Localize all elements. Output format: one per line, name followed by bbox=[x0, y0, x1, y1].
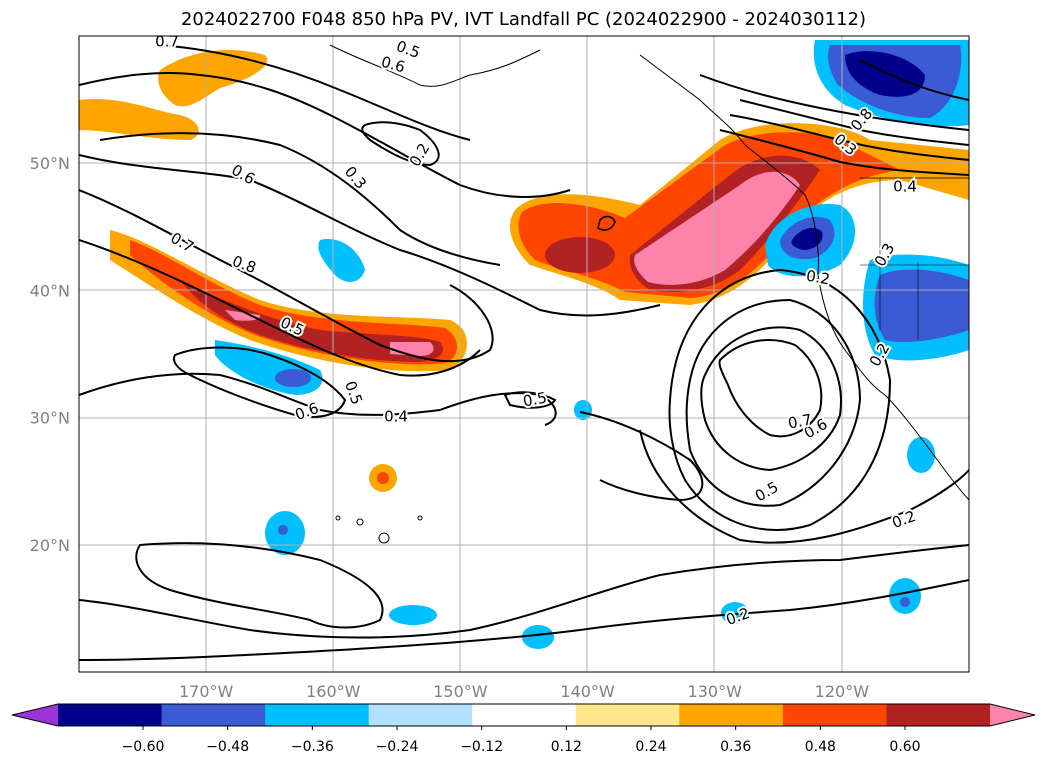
lat-tick-label: 20°N bbox=[30, 536, 70, 555]
lon-tick-label: 160°W bbox=[306, 682, 361, 701]
colorbar-level-label: −0.48 bbox=[206, 739, 249, 755]
negative-region bbox=[791, 227, 823, 250]
colorbar-segment bbox=[575, 704, 680, 726]
lat-tick-label: 30°N bbox=[30, 409, 70, 428]
latitude-tick-labels: 50°N 40°N 30°N 20°N bbox=[30, 154, 70, 555]
colorbar-segment bbox=[886, 704, 991, 726]
plot-frame bbox=[78, 35, 970, 673]
positive-region bbox=[545, 237, 615, 273]
negative-region bbox=[318, 239, 365, 282]
negative-region bbox=[907, 437, 935, 473]
contour-label: 0.4 bbox=[384, 408, 408, 426]
negative-region bbox=[874, 269, 969, 342]
negative-region bbox=[275, 369, 311, 387]
figure-title: 2024022700 F048 850 hPa PV, IVT Landfall… bbox=[180, 9, 867, 30]
negative-region bbox=[389, 605, 437, 625]
positive-region bbox=[79, 98, 199, 140]
colorbar-tick-labels: −0.60 −0.48 −0.36 −0.24 −0.12 0.12 0.24 0.36 0.4… bbox=[122, 726, 921, 755]
colorbar-segment bbox=[265, 704, 370, 726]
longitude-tick-labels: 170°W 160°W 150°W 140°W 130°W 120°W bbox=[179, 682, 869, 701]
pv-contours bbox=[79, 44, 969, 661]
filled-anomaly-layer bbox=[79, 40, 969, 649]
negative-region bbox=[574, 400, 592, 420]
lat-tick-label: 40°N bbox=[30, 281, 70, 300]
colorbar-level-label: 0.12 bbox=[551, 739, 582, 755]
positive-region bbox=[158, 50, 268, 107]
colorbar-outline bbox=[11, 703, 1036, 727]
lon-tick-label: 140°W bbox=[560, 682, 615, 701]
negative-region bbox=[522, 625, 554, 649]
colorbar-level-label: 0.48 bbox=[805, 739, 836, 755]
negative-region bbox=[721, 602, 749, 624]
colorbar-segment bbox=[161, 704, 266, 726]
negative-region bbox=[278, 525, 288, 535]
lon-tick-label: 150°W bbox=[433, 682, 488, 701]
colorbar-segment bbox=[368, 704, 473, 726]
positive-region bbox=[180, 280, 444, 362]
lat-tick-label: 50°N bbox=[30, 154, 70, 173]
colorbar-level-label: 0.60 bbox=[889, 739, 920, 755]
positive-region bbox=[377, 472, 389, 484]
colorbar-segment bbox=[58, 704, 163, 726]
colorbar-level-label: 0.24 bbox=[635, 739, 666, 755]
coastlines bbox=[329, 44, 969, 544]
colorbar-level-label: −0.12 bbox=[460, 739, 503, 755]
colorbar bbox=[11, 703, 1036, 727]
positive-region bbox=[390, 342, 434, 356]
negative-region bbox=[889, 578, 921, 614]
negative-region bbox=[900, 597, 910, 607]
positive-region bbox=[225, 310, 261, 321]
colorbar-level-label: 0.36 bbox=[720, 739, 751, 755]
colorbar-extend-high bbox=[990, 704, 1035, 726]
lon-tick-label: 120°W bbox=[815, 682, 870, 701]
contour-label: 0.4 bbox=[893, 178, 917, 196]
colorbar-extend-low bbox=[12, 704, 58, 726]
positive-region bbox=[634, 171, 800, 285]
colorbar-segment bbox=[472, 704, 577, 726]
contour-label: 0.5 bbox=[522, 389, 549, 411]
lon-tick-label: 170°W bbox=[179, 682, 234, 701]
colorbar-level-label: −0.24 bbox=[376, 739, 419, 755]
colorbar-level-label: −0.36 bbox=[291, 739, 334, 755]
colorbar-segment bbox=[782, 704, 887, 726]
colorbar-level-label: −0.60 bbox=[122, 739, 165, 755]
contour-label: 0.7 bbox=[155, 33, 179, 51]
colorbar-segment bbox=[679, 704, 784, 726]
lon-tick-label: 130°W bbox=[688, 682, 743, 701]
positive-region bbox=[130, 240, 458, 365]
